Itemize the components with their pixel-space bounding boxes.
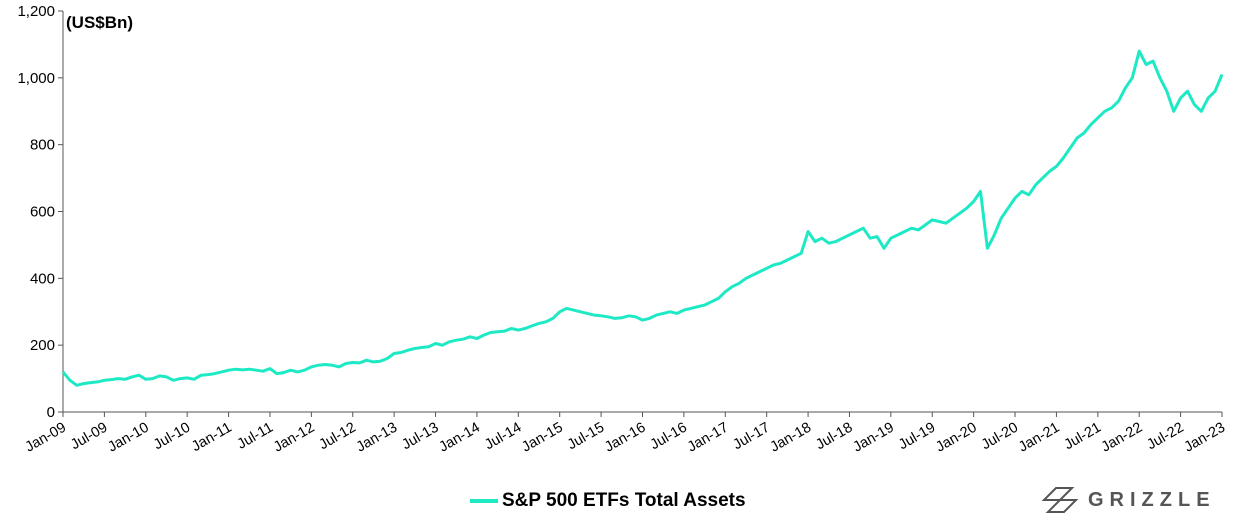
y-tick-label: 400 [30, 270, 55, 287]
x-tick-label: Jan-18 [768, 420, 814, 456]
x-tick-label: Jul-18 [813, 420, 855, 454]
x-tick-label: Jul-13 [399, 420, 441, 454]
x-tick-label: Jul-19 [896, 420, 938, 454]
y-tick-label: 200 [30, 337, 55, 354]
legend: S&P 500 ETFs Total Assets [470, 490, 746, 512]
x-tick-label: Jul-12 [317, 420, 359, 454]
y-tick-label: 0 [47, 404, 55, 421]
x-tick-label: Jul-11 [235, 420, 276, 453]
legend-label: S&P 500 ETFs Total Assets [502, 490, 746, 511]
x-tick-label: Jul-16 [648, 420, 690, 454]
x-tick-label: Jan-09 [23, 420, 69, 456]
brand-logo: GRIZZLE [1040, 484, 1216, 516]
x-tick-label: Jan-11 [189, 420, 234, 455]
x-tick-label: Jan-17 [685, 420, 731, 456]
x-tick-label: Jan-16 [602, 420, 648, 456]
x-tick-label: Jul-17 [730, 420, 772, 454]
x-tick-label: Jan-14 [437, 420, 483, 456]
x-tick-label: Jul-20 [979, 420, 1021, 454]
unit-label: (US$Bn) [66, 13, 133, 32]
x-tick-label: Jan-22 [1099, 420, 1145, 456]
x-tick-label: Jan-20 [933, 420, 979, 456]
x-tick-label: Jul-21 [1062, 420, 1104, 454]
series-line-sp500-etf-assets [61, 49, 1224, 387]
x-tick-label: Jul-10 [151, 420, 193, 454]
brand-name: GRIZZLE [1088, 488, 1216, 511]
grizzle-logo-icon [1041, 487, 1079, 513]
x-tick-label: Jan-10 [105, 420, 151, 456]
x-tick-label: Jan-13 [354, 420, 400, 456]
y-tick-label: 600 [30, 204, 55, 221]
legend-swatch [470, 499, 498, 503]
x-tick-label: Jan-19 [850, 420, 896, 456]
x-tick-label: Jul-09 [68, 420, 110, 454]
x-tick-label: Jul-15 [565, 420, 607, 454]
x-tick-label: Jan-21 [1016, 420, 1062, 456]
x-tick-label: Jan-23 [1182, 420, 1228, 456]
y-tick-label: 1,200 [17, 3, 55, 20]
x-tick-label: Jan-12 [271, 420, 317, 456]
x-tick-label: Jul-22 [1144, 420, 1186, 454]
y-tick-label: 800 [30, 137, 55, 154]
x-tick-label: Jul-14 [482, 420, 524, 454]
y-axis: 0 200 400 600 800 1,000 1,200 [17, 3, 64, 421]
x-tick-label: Jan-15 [519, 420, 565, 456]
y-tick-label: 1,000 [17, 70, 55, 87]
series-group [61, 49, 1224, 387]
